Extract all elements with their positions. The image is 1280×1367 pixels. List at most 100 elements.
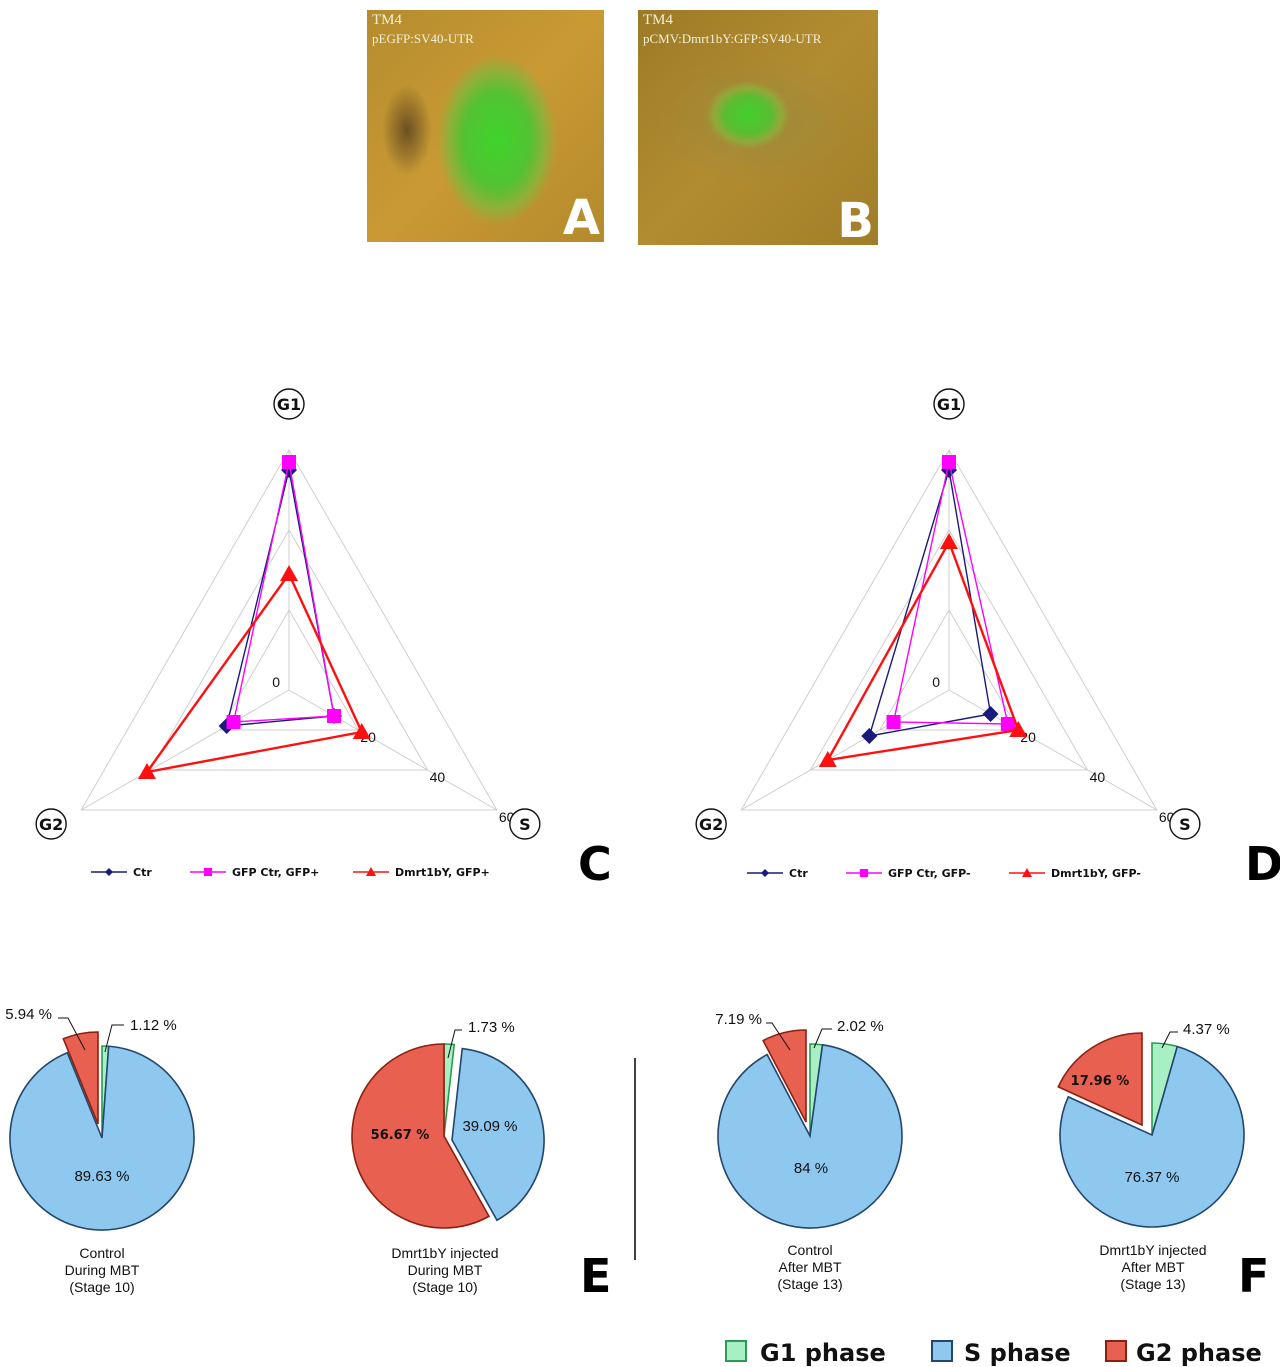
grid-ring-60 <box>80 449 498 811</box>
slice-label-s: 39.09 % <box>462 1118 517 1135</box>
micrograph-b-line2: pCMV:Dmrt1bY:GFP:SV40-UTR <box>643 31 822 46</box>
pie-caption-line-3: (Stage 10) <box>69 1279 134 1295</box>
legend-text-gfp-ctr-gfp: GFP Ctr, GFP- <box>888 867 971 880</box>
pie-caption-line-3: (Stage 13) <box>777 1276 842 1292</box>
axis-badge-s <box>509 808 541 840</box>
leader-line-g2 <box>58 1017 86 1051</box>
axis-label-s: S <box>1179 815 1191 834</box>
leader-line-g1 <box>1161 1031 1178 1049</box>
slice-label-g2: 7.19 % <box>715 1011 762 1028</box>
axis-badge-g2 <box>695 808 727 840</box>
spoke-s <box>288 689 498 811</box>
panel-label-a: A <box>562 190 600 242</box>
micrograph-b-line1: TM4 <box>643 12 673 28</box>
point-gfp-ctr-gfp-g1 <box>282 455 296 469</box>
slice-label-s: 76.37 % <box>1124 1169 1179 1186</box>
pie-caption-line-3: (Stage 10) <box>412 1279 477 1295</box>
legend-label-g2: G2 phase <box>1136 1339 1262 1367</box>
legend-swatch-g2 <box>1105 1340 1127 1362</box>
pie-slice-s <box>9 1045 195 1231</box>
spoke-g2 <box>80 689 290 811</box>
point-gfp-ctr-gfp-s <box>327 709 342 723</box>
axis-badge-g1 <box>933 388 965 420</box>
panel-label-e: E <box>580 1249 611 1303</box>
slice-label-g1: 1.73 % <box>468 1019 515 1036</box>
micrograph-a: TM4 pEGFP:SV40-UTR A <box>367 10 604 242</box>
pie-caption-line-1: Control <box>79 1245 124 1261</box>
legend-text-ctr: Ctr <box>789 867 808 880</box>
point-gfp-ctr-gfp-g1 <box>942 455 956 469</box>
legend-text-gfp-ctr-gfp: GFP Ctr, GFP+ <box>232 866 319 879</box>
pie-slice-s <box>717 1043 903 1229</box>
pie-caption-line-3: (Stage 13) <box>1120 1276 1185 1292</box>
leader-line-g2 <box>766 1022 791 1051</box>
point-dmrt1by-gfp-s <box>1009 721 1028 737</box>
point-ctr-g2 <box>861 728 878 744</box>
pie-slice-g2 <box>1057 1032 1143 1127</box>
axis-label-g1: G1 <box>277 395 301 414</box>
axis-label-s: S <box>519 815 531 834</box>
leader-line-g1 <box>104 1024 124 1053</box>
point-gfp-ctr-gfp-s <box>1000 717 1015 731</box>
panel-label-f: F <box>1238 1249 1269 1303</box>
pie-slice-g2 <box>351 1043 491 1229</box>
panel-label-c: C <box>578 837 612 891</box>
legend-marker-gfp-ctr-gfp <box>860 869 868 877</box>
series-line-ctr <box>868 469 992 737</box>
axis-label-g1: G1 <box>937 395 961 414</box>
legend-swatch-g1 <box>725 1340 747 1362</box>
slice-label-s: 84 % <box>794 1160 828 1177</box>
legend-text-dmrt1by-gfp: Dmrt1bY, GFP- <box>1051 867 1141 880</box>
axis-badge-g2 <box>35 808 67 840</box>
pie-slice-s <box>1059 1045 1245 1228</box>
grid-ring-40 <box>149 528 429 771</box>
slice-label-g1: 1.12 % <box>130 1017 177 1034</box>
pie-caption-line-1: Dmrt1bY injected <box>391 1245 498 1261</box>
pie-caption-line-1: Control <box>787 1242 832 1258</box>
legend-marker-ctr <box>761 869 769 877</box>
micrograph-a-line1: TM4 <box>372 12 402 28</box>
micrograph-a-line2: pEGFP:SV40-UTR <box>372 31 474 46</box>
pie-caption-line-2: After MBT <box>1121 1259 1184 1275</box>
legend-label-s: S phase <box>964 1339 1071 1367</box>
legend-label-g1: G1 phase <box>760 1339 886 1367</box>
pie-slice-s <box>451 1047 545 1222</box>
grid-ring-20 <box>218 609 360 731</box>
spoke-s <box>948 689 1158 811</box>
pie-slice-g2 <box>762 1029 807 1123</box>
tick-label-40: 40 <box>1090 769 1106 785</box>
leader-line-g1 <box>813 1028 832 1049</box>
series-line-gfp-ctr-gfp <box>892 461 1009 725</box>
series-line-dmrt1by-gfp <box>144 571 364 774</box>
tick-label-40: 40 <box>430 769 446 785</box>
pie-caption-line-2: After MBT <box>778 1259 841 1275</box>
pie-slice-g2 <box>62 1031 99 1125</box>
axis-label-g2: G2 <box>39 815 63 834</box>
grid-ring-60 <box>740 448 1158 811</box>
tick-label-0: 0 <box>932 674 940 690</box>
point-dmrt1by-gfp-g2 <box>818 751 837 767</box>
panel-label-b: B <box>837 193 874 245</box>
legend-marker-dmrt1by-gfp <box>366 867 376 876</box>
legend-swatch-s <box>931 1340 953 1362</box>
slice-label-g1: 4.37 % <box>1183 1021 1230 1038</box>
tick-label-0: 0 <box>272 674 280 690</box>
slice-label-g2: 5.94 % <box>5 1006 52 1023</box>
slice-label-g2: 56.67 % <box>371 1128 430 1143</box>
spoke-g2 <box>740 689 950 811</box>
point-ctr-s <box>982 706 999 722</box>
point-dmrt1by-gfp-g2 <box>137 763 156 779</box>
phase-legend: G1 phase S phase G2 phase <box>725 1339 1262 1367</box>
grid-ring-40 <box>809 529 1089 771</box>
axis-label-g2: G2 <box>699 815 723 834</box>
slice-label-g1: 2.02 % <box>837 1018 884 1035</box>
panel-label-d: D <box>1245 837 1280 891</box>
legend-marker-dmrt1by-gfp <box>1022 868 1032 877</box>
axis-badge-s <box>1169 808 1201 840</box>
series-line-ctr <box>225 469 335 727</box>
